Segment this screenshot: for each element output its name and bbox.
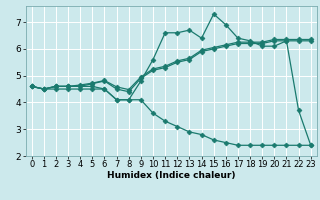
X-axis label: Humidex (Indice chaleur): Humidex (Indice chaleur) (107, 171, 236, 180)
